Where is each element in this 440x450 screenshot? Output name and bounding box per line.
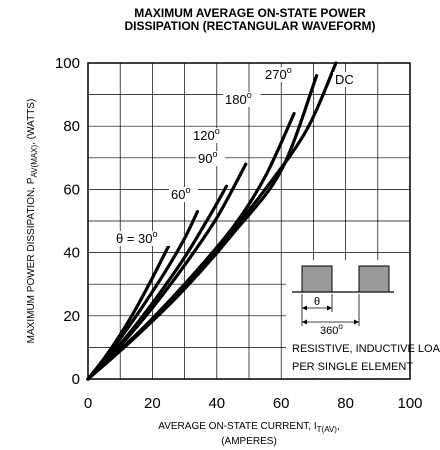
- inset-pulse-2: [358, 265, 390, 293]
- x-tick-label: 20: [144, 395, 161, 412]
- curve-label-3: 120o: [193, 126, 220, 143]
- chart-subtitle: DISSIPATION (RECTANGULAR WAVEFORM): [124, 19, 375, 33]
- curve-3: [86, 162, 248, 381]
- load-note-line-1: RESISTIVE, INDUCTIVE LOAD: [292, 343, 440, 355]
- curve-1: [86, 209, 200, 381]
- theta-arrow-right: [327, 305, 332, 311]
- curve-label-4: 180o: [225, 90, 252, 107]
- y-tick-label: 60: [63, 181, 80, 198]
- load-note-line-2: PER SINGLE ELEMENT: [292, 361, 413, 373]
- curve-label-bg: [169, 187, 198, 202]
- inset-pulse-1: [301, 265, 333, 293]
- x-tick-label: 80: [337, 395, 354, 412]
- y-ticks: 0 20 40 60 80 100: [55, 55, 80, 388]
- plot-area: θ 360o RESISTIVE, INDUCTIVE LOAD PER SIN…: [86, 61, 440, 381]
- period-label: 360o: [320, 322, 343, 337]
- y-tick-label: 100: [55, 55, 80, 72]
- curve-labels: θ = 30o 60o 90o 120o 180o 270o DC: [114, 65, 354, 246]
- y-tick-label: 0: [72, 371, 80, 388]
- theta-arrow-left: [302, 305, 307, 311]
- curve-label-0: θ = 30o: [116, 229, 158, 246]
- x-ticks: 0 20 40 60 80 100: [84, 395, 423, 412]
- curve-label-5: 270o: [265, 65, 292, 82]
- curve-label-bg: [263, 67, 301, 82]
- theta-label: θ: [314, 296, 320, 308]
- curve-label-6: DC: [335, 72, 354, 87]
- curve-6: [86, 61, 338, 381]
- x-axis-label: AVERAGE ON-STATE CURRENT, IT(AV),: [158, 421, 339, 434]
- y-tick-label: 20: [63, 308, 80, 325]
- y-tick-label: 40: [63, 245, 80, 262]
- curve-label-1: 60o: [171, 185, 190, 202]
- x-axis-label-unit: (AMPERES): [221, 436, 277, 447]
- curve-label-2: 90o: [198, 149, 217, 166]
- y-axis-label: MAXIMUM POWER DISSIPATION, PAV(MAX), (WA…: [26, 99, 39, 344]
- waveform-inset: θ 360o RESISTIVE, INDUCTIVE LOAD PER SIN…: [286, 260, 440, 378]
- period-arrow-right: [354, 319, 359, 325]
- period-arrow-left: [302, 319, 307, 325]
- curve-label-bg: [196, 151, 225, 166]
- x-tick-label: 40: [208, 395, 225, 412]
- curve-label-bg: [333, 72, 354, 87]
- curve-label-bg: [223, 92, 261, 107]
- chart-title: MAXIMUM AVERAGE ON-STATE POWER: [134, 6, 366, 20]
- plot-frame: [87, 62, 411, 380]
- curve-label-bg: [191, 128, 229, 143]
- curve-label-bg: [114, 231, 177, 246]
- x-tick-label: 0: [84, 395, 92, 412]
- curves: [86, 61, 338, 381]
- y-tick-label: 80: [63, 118, 80, 135]
- x-tick-label: 100: [397, 395, 422, 412]
- x-tick-label: 60: [273, 395, 290, 412]
